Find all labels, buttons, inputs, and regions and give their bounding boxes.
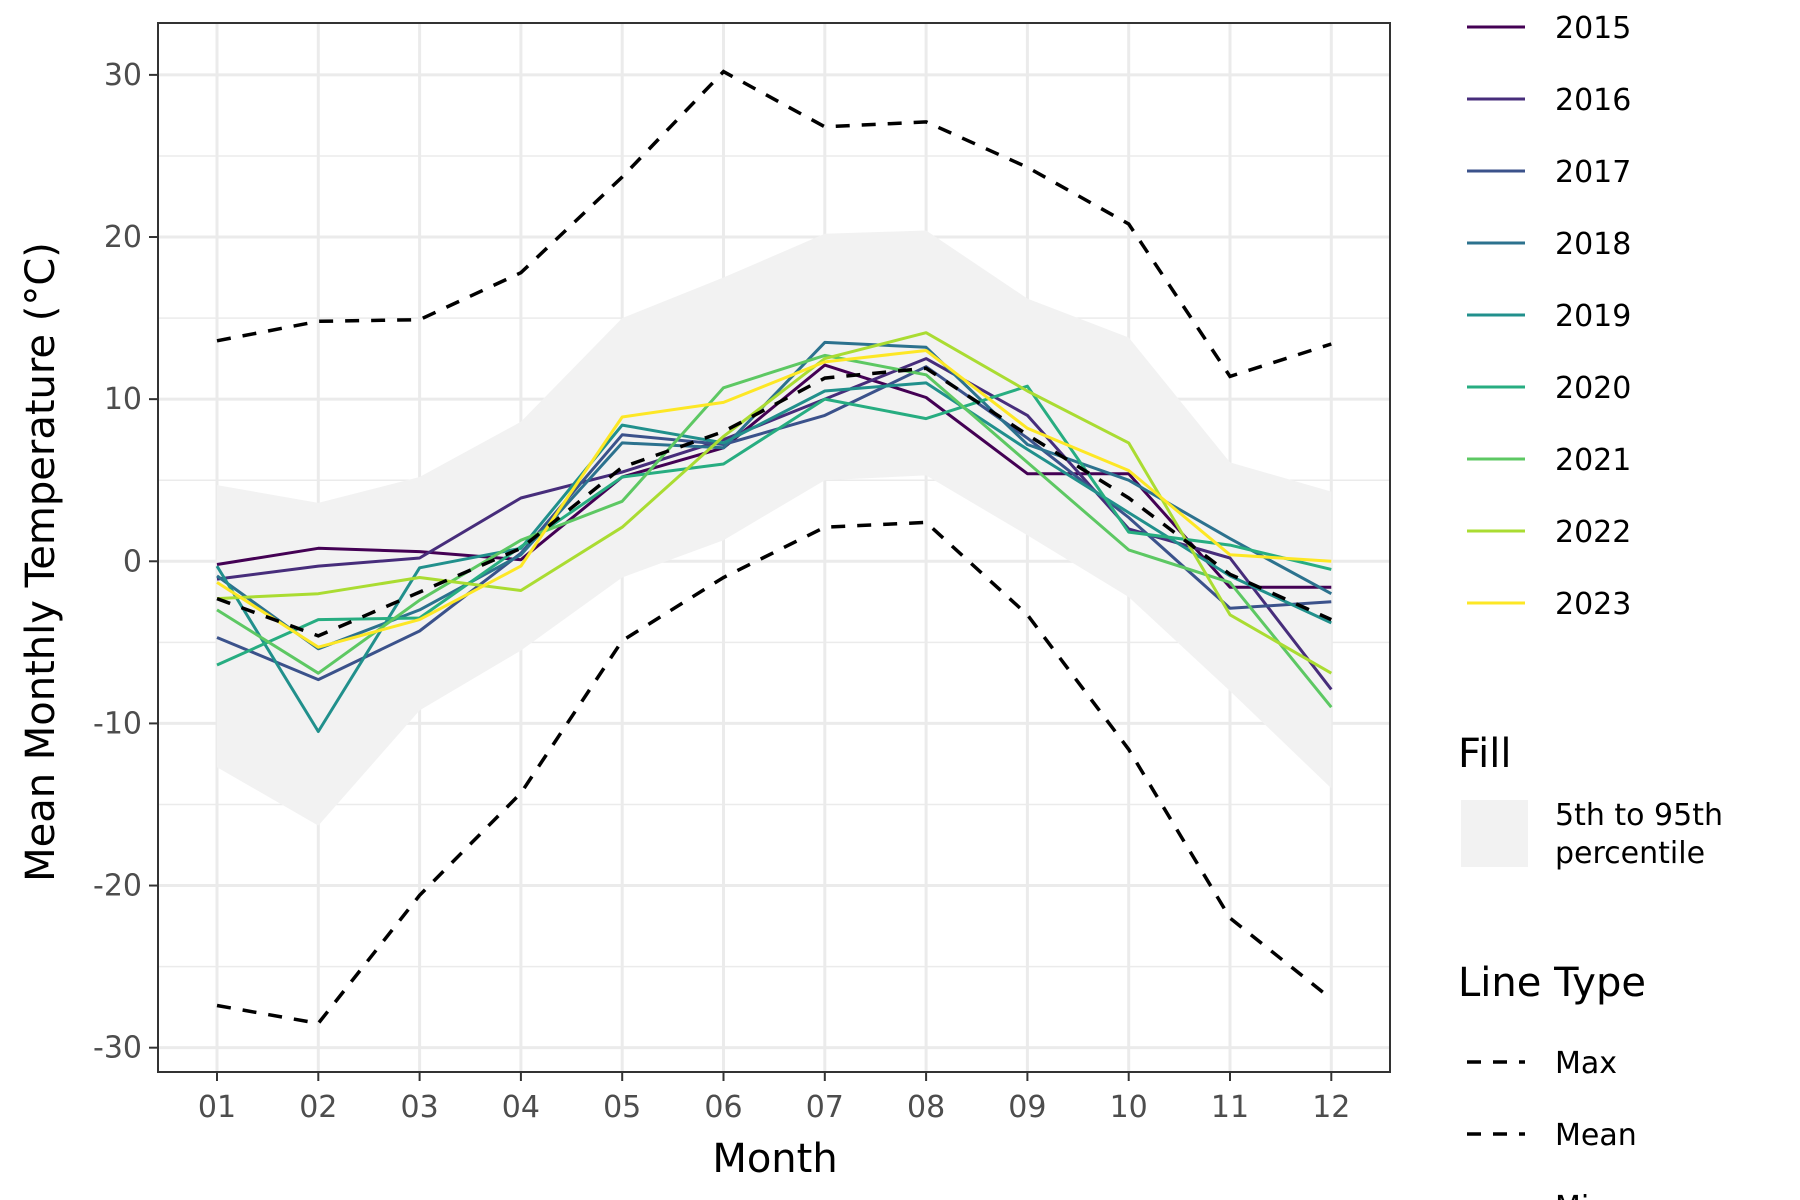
x-tick-label: 08 xyxy=(907,1090,945,1125)
legend-label-min: Min xyxy=(1555,1190,1608,1200)
x-tick-label: 12 xyxy=(1312,1090,1350,1125)
y-tick-label: -20 xyxy=(93,869,142,904)
legend-linetype-title: Line Type xyxy=(1458,960,1646,1006)
percentile-band xyxy=(217,230,1332,826)
series-line-2018 xyxy=(216,340,1333,651)
legend-label-2018: 2018 xyxy=(1555,227,1631,262)
y-axis-title: Mean Monthly Temperature (°C) xyxy=(18,242,64,882)
x-tick-label: 06 xyxy=(704,1090,742,1125)
x-tick-label: 11 xyxy=(1211,1090,1249,1125)
x-tick-label: 01 xyxy=(198,1090,236,1125)
series-line-2022 xyxy=(216,331,1333,675)
ref-line-min xyxy=(216,520,1333,1026)
legend-key-band xyxy=(1461,800,1528,867)
legend-label-2021: 2021 xyxy=(1555,443,1631,478)
legend-fill-label: 5th to 95th xyxy=(1555,798,1723,833)
y-tick-label: 10 xyxy=(104,382,142,417)
x-axis-title: Month xyxy=(712,1136,837,1182)
legend-label-2016: 2016 xyxy=(1555,83,1631,118)
x-tick-label: 07 xyxy=(806,1090,844,1125)
panel-border xyxy=(157,22,1391,1073)
y-tick-label: -10 xyxy=(93,706,142,741)
legend-label-mean: Mean xyxy=(1555,1118,1637,1153)
x-tick-label: 03 xyxy=(401,1090,439,1125)
legend-label-2023: 2023 xyxy=(1555,587,1631,622)
legend: 2015 2016 2017 2018 2019 2020 2021 2022 2023 Fill… xyxy=(1458,11,1723,1200)
x-tick-label: 02 xyxy=(299,1090,337,1125)
ref-line-max xyxy=(216,69,1332,379)
ref-line-mean xyxy=(216,366,1333,638)
legend-fill-title: Fill xyxy=(1458,731,1511,777)
series-line-2023 xyxy=(216,349,1332,649)
y-tick-label: 0 xyxy=(123,544,142,579)
y-tick-label: 20 xyxy=(104,220,142,255)
series-line-2020 xyxy=(216,384,1332,667)
x-tick-label: 10 xyxy=(1110,1090,1148,1125)
series-line-2019 xyxy=(215,381,1332,733)
y-tick-label: -30 xyxy=(93,1031,142,1066)
legend-label-2019: 2019 xyxy=(1555,299,1631,334)
series-line-2015 xyxy=(216,363,1332,589)
x-axis: 01 02 03 04 05 06 07 08 09 10 11 12 xyxy=(198,1072,1350,1125)
legend-fill-label: percentile xyxy=(1555,836,1705,871)
legend-label-2017: 2017 xyxy=(1555,155,1631,190)
x-tick-label: 04 xyxy=(502,1090,540,1125)
legend-label-max: Max xyxy=(1555,1046,1617,1081)
y-tick-label: 30 xyxy=(104,58,142,93)
x-tick-label: 05 xyxy=(603,1090,641,1125)
legend-label-2020: 2020 xyxy=(1555,371,1631,406)
x-tick-label: 09 xyxy=(1008,1090,1046,1125)
legend-label-2022: 2022 xyxy=(1555,515,1631,550)
plot-panel xyxy=(157,22,1391,1073)
y-axis: 30 20 10 0 -10 -20 -30 xyxy=(93,58,158,1066)
series-line-2021 xyxy=(216,353,1333,709)
legend-label-2015: 2015 xyxy=(1555,11,1631,46)
